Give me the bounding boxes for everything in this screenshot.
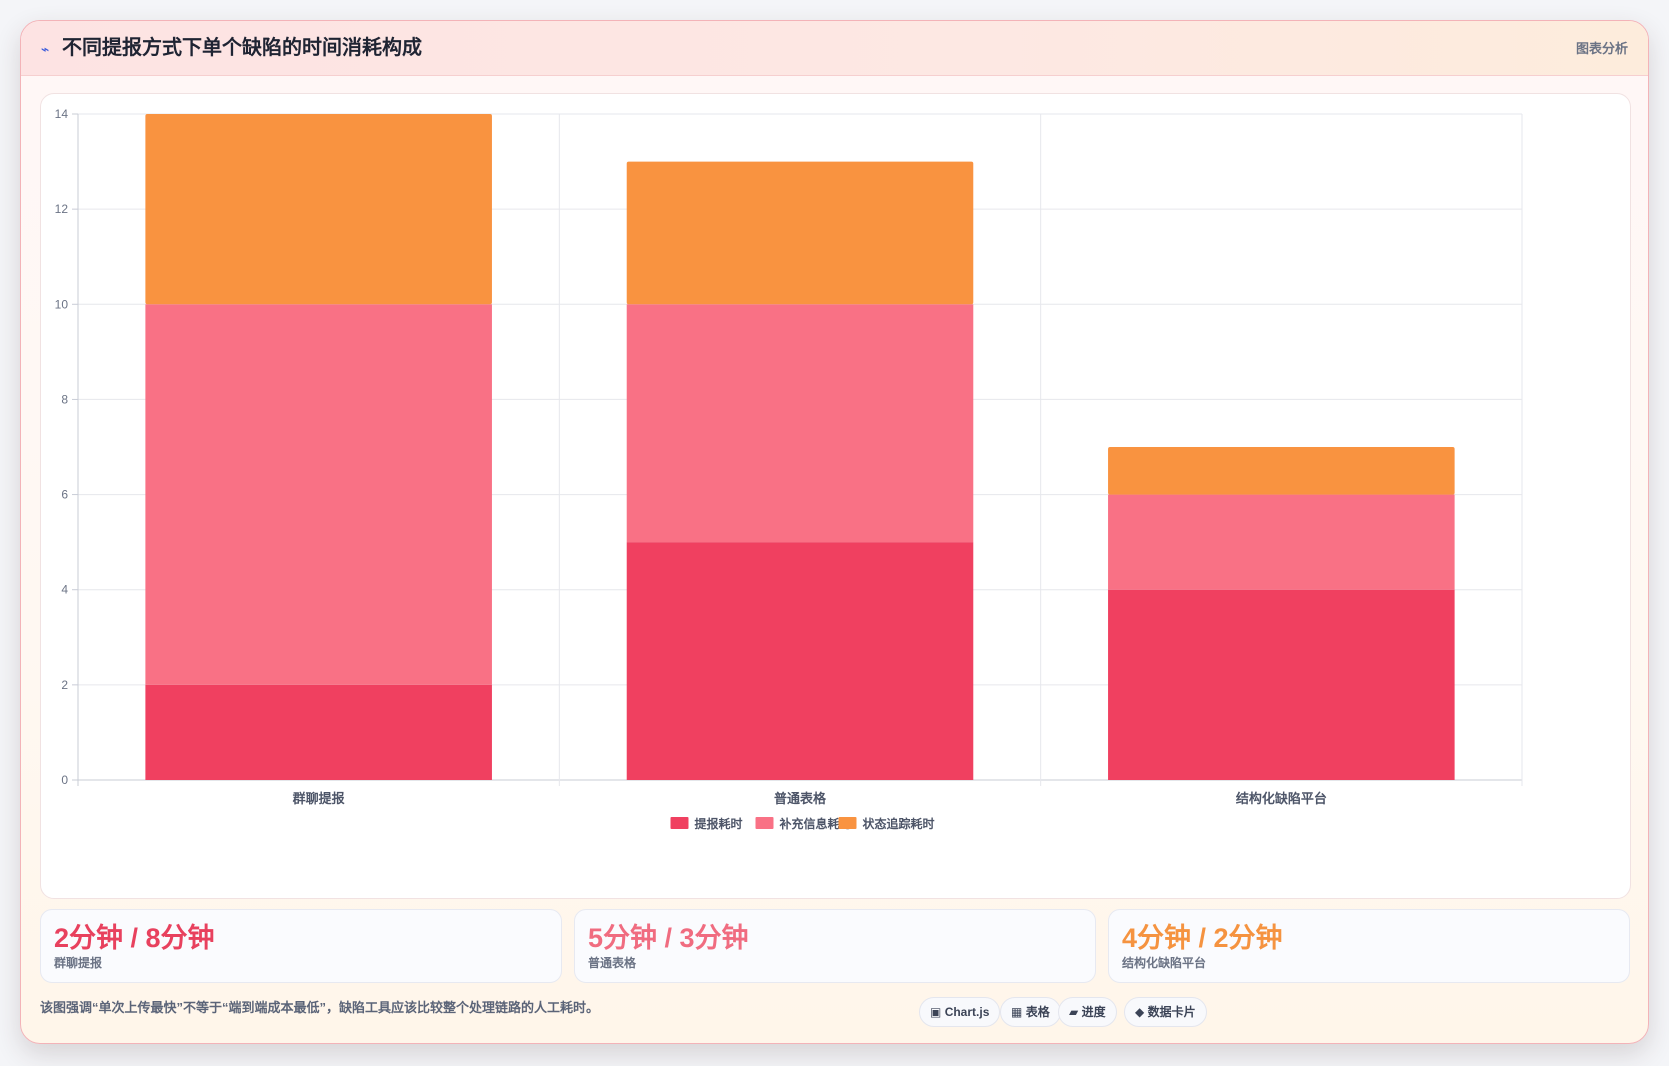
- chip-table[interactable]: ▦ 表格: [1000, 997, 1061, 1027]
- header: ⌁ 不同提报方式下单个缺陷的时间消耗构成 图表分析: [21, 21, 1648, 76]
- stat-label: 结构化缺陷平台: [1122, 956, 1207, 970]
- page-title: 不同提报方式下单个缺陷的时间消耗构成: [62, 37, 422, 59]
- table-icon: ▦: [1011, 1005, 1023, 1019]
- chart-card: 0 2 4 6 8 10 12 14 群聊提报 普通表格 结构化缺陷平台提报耗时 补充信息耗时 状态追踪…: [40, 93, 1631, 899]
- chip-label: Chart.js: [944, 1005, 990, 1019]
- stat-card-spreadsheet: 5分钟 / 3分钟 普通表格: [574, 909, 1096, 983]
- stat-value: 2分钟 / 8分钟: [54, 923, 215, 953]
- bar-segment: [626, 161, 974, 305]
- chip-chartjs[interactable]: ▣ Chart.js: [919, 997, 1001, 1027]
- stat-card-defect-platform: 4分钟 / 2分钟 结构化缺陷平台: [1108, 909, 1630, 983]
- legend-swatch: [755, 817, 774, 829]
- legend-swatch: [670, 817, 689, 829]
- chart-window: ⌁ 不同提报方式下单个缺陷的时间消耗构成 图表分析 0 2 4 6 8 10 12 14 群聊提…: [20, 20, 1649, 1044]
- bar-segment: [145, 684, 492, 780]
- x-tick-label: 普通表格: [774, 791, 827, 806]
- diamond-icon: ◆: [1135, 1005, 1145, 1019]
- bar-segment: [626, 304, 974, 543]
- y-tick-label: 8: [61, 392, 68, 406]
- square-icon: ▣: [930, 1005, 942, 1019]
- legend-swatch: [838, 817, 857, 829]
- stat-label: 普通表格: [588, 956, 637, 970]
- legend-label: 提报耗时: [695, 816, 743, 831]
- header-tag: 图表分析: [1575, 41, 1628, 56]
- y-tick-label: 14: [55, 107, 69, 121]
- chip-data-card[interactable]: ◆ 数据卡片: [1124, 997, 1207, 1027]
- chip-label: 数据卡片: [1147, 1005, 1196, 1019]
- chip-label: 进度: [1081, 1005, 1106, 1019]
- bar-segment: [1108, 494, 1455, 590]
- bar-segment: [626, 542, 974, 780]
- footnote: 该图强调“单次上传最快”不等于“端到端成本最低”，缺陷工具应该比较整个处理链路的…: [40, 1000, 600, 1015]
- progress-icon: ▰: [1069, 1005, 1079, 1019]
- bar-segment: [1108, 447, 1455, 495]
- chip-progress[interactable]: ▰ 进度: [1058, 997, 1117, 1027]
- legend-label: 状态追踪耗时: [863, 816, 935, 831]
- x-tick-label: 群聊提报: [293, 791, 346, 806]
- y-tick-label: 6: [61, 488, 68, 502]
- stat-card-group-chat: 2分钟 / 8分钟 群聊提报: [40, 909, 562, 983]
- bar-segment: [145, 304, 492, 685]
- chip-label: 表格: [1025, 1005, 1050, 1019]
- stat-label: 群聊提报: [54, 956, 103, 970]
- y-tick-label: 10: [55, 297, 69, 311]
- bar-segment: [1108, 589, 1455, 780]
- legend-label: 补充信息耗时: [779, 816, 852, 831]
- y-tick-label: 12: [55, 202, 69, 216]
- x-tick-label: 结构化缺陷平台: [1236, 791, 1327, 806]
- y-tick-label: 2: [61, 678, 68, 692]
- stat-cards: 2分钟 / 8分钟 群聊提报 5分钟 / 3分钟 普通表格 4分钟 / 2分钟 …: [40, 909, 1631, 983]
- y-tick-label: 4: [61, 583, 68, 597]
- y-tick-label: 0: [61, 773, 68, 787]
- lightning-icon: ⌁: [41, 41, 50, 57]
- stat-value: 4分钟 / 2分钟: [1122, 923, 1283, 953]
- stat-value: 5分钟 / 3分钟: [588, 923, 749, 953]
- bar-segment: [145, 114, 492, 305]
